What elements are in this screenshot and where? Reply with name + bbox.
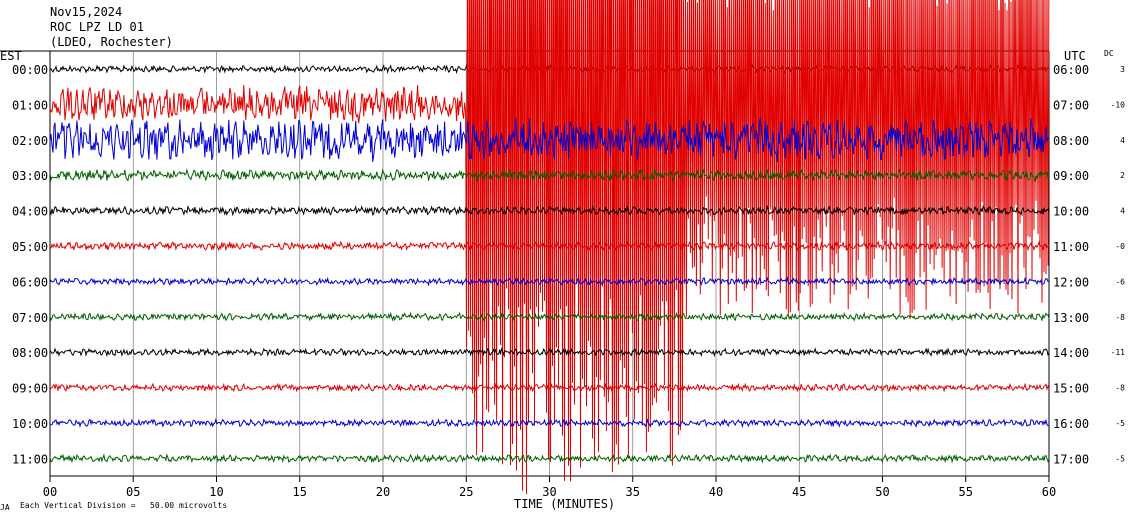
x-tick-label: 20	[376, 485, 390, 499]
seismic-trace	[49, 167, 1050, 183]
x-tick-label: 15	[293, 485, 307, 499]
footer-mark: JA	[0, 503, 10, 512]
dc-offset-label: 4	[1120, 136, 1125, 145]
seismic-trace	[49, 0, 1050, 495]
seismic-trace	[49, 240, 1050, 252]
date-label: Nov15,2024	[50, 5, 122, 19]
est-hour-label: 05:00	[12, 240, 48, 254]
est-hour-label: 00:00	[12, 63, 48, 77]
dc-offset-label: -5	[1115, 454, 1125, 463]
x-axis-title: TIME (MINUTES)	[514, 497, 615, 511]
trace-group	[49, 0, 1050, 495]
est-hour-label: 01:00	[12, 98, 48, 112]
x-tick-label: 30	[542, 485, 556, 499]
est-hour-label: 10:00	[12, 417, 48, 431]
est-hour-label: 02:00	[12, 134, 48, 148]
x-tick-group: 00 05 10 15 20 25 30 35 40 45 50 55 60	[43, 476, 1056, 499]
seismic-trace	[49, 311, 1050, 322]
est-hour-label: 11:00	[12, 452, 48, 466]
utc-hour-label: 08:00	[1053, 134, 1089, 148]
seismic-trace	[49, 276, 1050, 287]
utc-hour-label: 12:00	[1053, 275, 1089, 289]
est-hour-label: 04:00	[12, 205, 48, 219]
est-hour-label: 03:00	[12, 169, 48, 183]
dc-offset-label: 3	[1120, 65, 1125, 74]
right-timezone-label: UTC	[1064, 49, 1086, 63]
dc-offset-label: -10	[1111, 100, 1126, 109]
x-tick-label: 05	[126, 485, 140, 499]
dc-offset-label: -0	[1115, 242, 1125, 251]
seismic-trace	[49, 347, 1050, 358]
est-hour-label: 07:00	[12, 311, 48, 325]
dc-offset-label: -8	[1115, 384, 1125, 393]
x-tick-label: 55	[959, 485, 973, 499]
seismic-trace	[49, 382, 1050, 393]
utc-hour-label: 17:00	[1053, 452, 1089, 466]
est-hour-label: 08:00	[12, 346, 48, 360]
utc-hour-label: 07:00	[1053, 98, 1089, 112]
x-tick-label: 10	[209, 485, 223, 499]
scale-note: Each Vertical Division = 50.00 microvolt…	[20, 501, 227, 510]
station-label: ROC LPZ LD 01	[50, 20, 144, 34]
utc-hour-label: 16:00	[1053, 417, 1089, 431]
est-hour-label: 06:00	[12, 275, 48, 289]
utc-hour-label: 13:00	[1053, 311, 1089, 325]
utc-hour-label: 15:00	[1053, 382, 1089, 396]
x-tick-label: 60	[1042, 485, 1056, 499]
dc-offset-label: -8	[1115, 313, 1125, 322]
x-tick-label: 25	[459, 485, 473, 499]
dc-offset-label: -5	[1115, 419, 1125, 428]
dc-offset-label: 2	[1120, 171, 1125, 180]
x-tick-label: 45	[792, 485, 806, 499]
utc-hour-label: 11:00	[1053, 240, 1089, 254]
x-tick-label: 50	[875, 485, 889, 499]
row-label-group: 00:00 06:00 3 01:00 07:00 -10 02:00 08:00 4 03:00…	[12, 63, 1125, 466]
x-tick-label: 00	[43, 485, 57, 499]
seismic-trace	[49, 417, 1050, 429]
dc-offset-label: -11	[1111, 348, 1126, 357]
utc-hour-label: 14:00	[1053, 346, 1089, 360]
utc-hour-label: 06:00	[1053, 63, 1089, 77]
utc-hour-label: 10:00	[1053, 205, 1089, 219]
seismic-trace	[49, 204, 1050, 217]
seismic-trace	[49, 453, 1050, 464]
dc-column-header: DC	[1104, 49, 1114, 58]
dc-offset-label: 4	[1120, 207, 1125, 216]
dc-offset-label: -6	[1115, 277, 1125, 286]
seismic-trace	[49, 116, 1050, 162]
network-label: (LDEO, Rochester)	[50, 35, 173, 49]
x-tick-label: 35	[626, 485, 640, 499]
left-timezone-label: EST	[0, 49, 22, 63]
utc-hour-label: 09:00	[1053, 169, 1089, 183]
est-hour-label: 09:00	[12, 382, 48, 396]
x-tick-label: 40	[709, 485, 723, 499]
